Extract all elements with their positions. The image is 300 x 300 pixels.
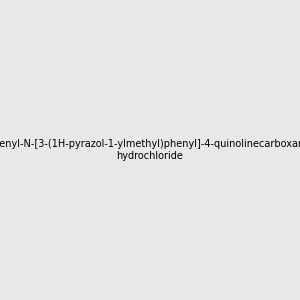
Text: 2-phenyl-N-[3-(1H-pyrazol-1-ylmethyl)phenyl]-4-quinolinecarboxamide hydrochlorid: 2-phenyl-N-[3-(1H-pyrazol-1-ylmethyl)phe… xyxy=(0,139,300,161)
